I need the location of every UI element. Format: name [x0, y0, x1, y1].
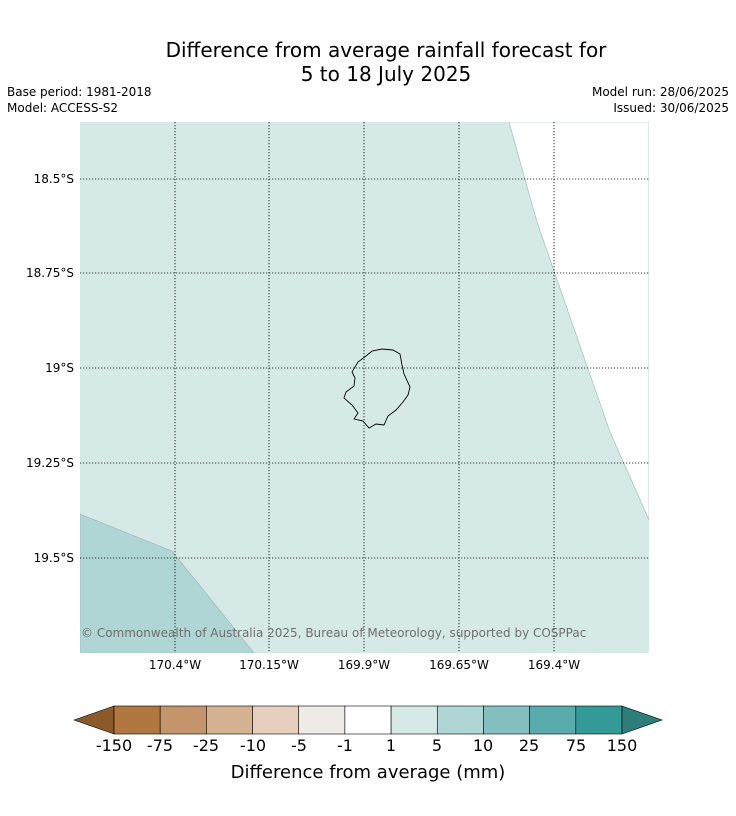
lat-label-19: 19°S [45, 361, 74, 375]
colorbar-tick: -5 [291, 736, 307, 755]
colorbar-segment [252, 705, 300, 735]
colorbar-extend-high [621, 705, 663, 735]
model-name: Model: ACCESS-S2 [7, 101, 119, 115]
colorbar-label: Difference from average (mm) [230, 762, 506, 783]
colorbar-segment [529, 705, 577, 735]
colorbar-tick: 25 [518, 736, 540, 755]
issued-date: Issued: 30/06/2025 [613, 101, 729, 115]
colorbar-tick: 150 [606, 736, 638, 755]
no-data-region [508, 122, 649, 521]
colorbar-tick: -10 [239, 736, 267, 755]
colorbar-segment [390, 705, 438, 735]
colorbar-tick: 5 [431, 736, 443, 755]
colorbar-segment [159, 705, 207, 735]
chart-title: Difference from average rainfall forecas… [0, 38, 736, 86]
colorbar-tick: -25 [192, 736, 220, 755]
lon-label-170-4: 170.4°W [148, 658, 202, 672]
lat-label-19-25: 19.25°S [26, 456, 74, 470]
lon-label-170-15: 170.15°W [239, 658, 299, 672]
island-outline [343, 348, 411, 429]
colorbar-tick: -1 [337, 736, 353, 755]
colorbar-segment [298, 705, 346, 735]
colorbar-segment [436, 705, 484, 735]
colorbar-segment [483, 705, 530, 735]
model-run: Model run: 28/06/2025 [591, 85, 729, 99]
colorbar-segment [575, 705, 623, 735]
colorbar-tick: 75 [565, 736, 587, 755]
title-line-2: 5 to 18 July 2025 [300, 62, 472, 86]
colorbar-tick: 1 [385, 736, 397, 755]
colorbar-tick: -150 [95, 736, 133, 755]
lat-label-19-5: 19.5°S [33, 551, 74, 565]
gridlines [80, 122, 649, 653]
lat-label-18-5: 18.5°S [33, 172, 74, 186]
meta-right: Model run: 28/06/2025 Issued: 30/06/2025 [592, 84, 729, 116]
lon-label-169-4: 169.4°W [527, 658, 581, 672]
lon-label-169-9: 169.9°W [337, 658, 391, 672]
wetter-region [80, 513, 255, 653]
base-period: Base period: 1981-2018 [7, 85, 152, 99]
meta-left: Base period: 1981-2018 Model: ACCESS-S2 [7, 84, 152, 116]
colorbar-tick: -75 [146, 736, 174, 755]
colorbar-extend-low [73, 705, 115, 735]
title-line-1: Difference from average rainfall forecas… [165, 38, 607, 62]
colorbar-segment [206, 705, 253, 735]
lon-label-169-65: 169.65°W [429, 658, 489, 672]
colorbar-segment [113, 705, 161, 735]
lat-label-18-75: 18.75°S [26, 266, 74, 280]
colorbar-segment [344, 705, 392, 735]
copyright-notice: © Commonwealth of Australia 2025, Bureau… [81, 626, 587, 640]
colorbar-tick: 10 [472, 736, 494, 755]
